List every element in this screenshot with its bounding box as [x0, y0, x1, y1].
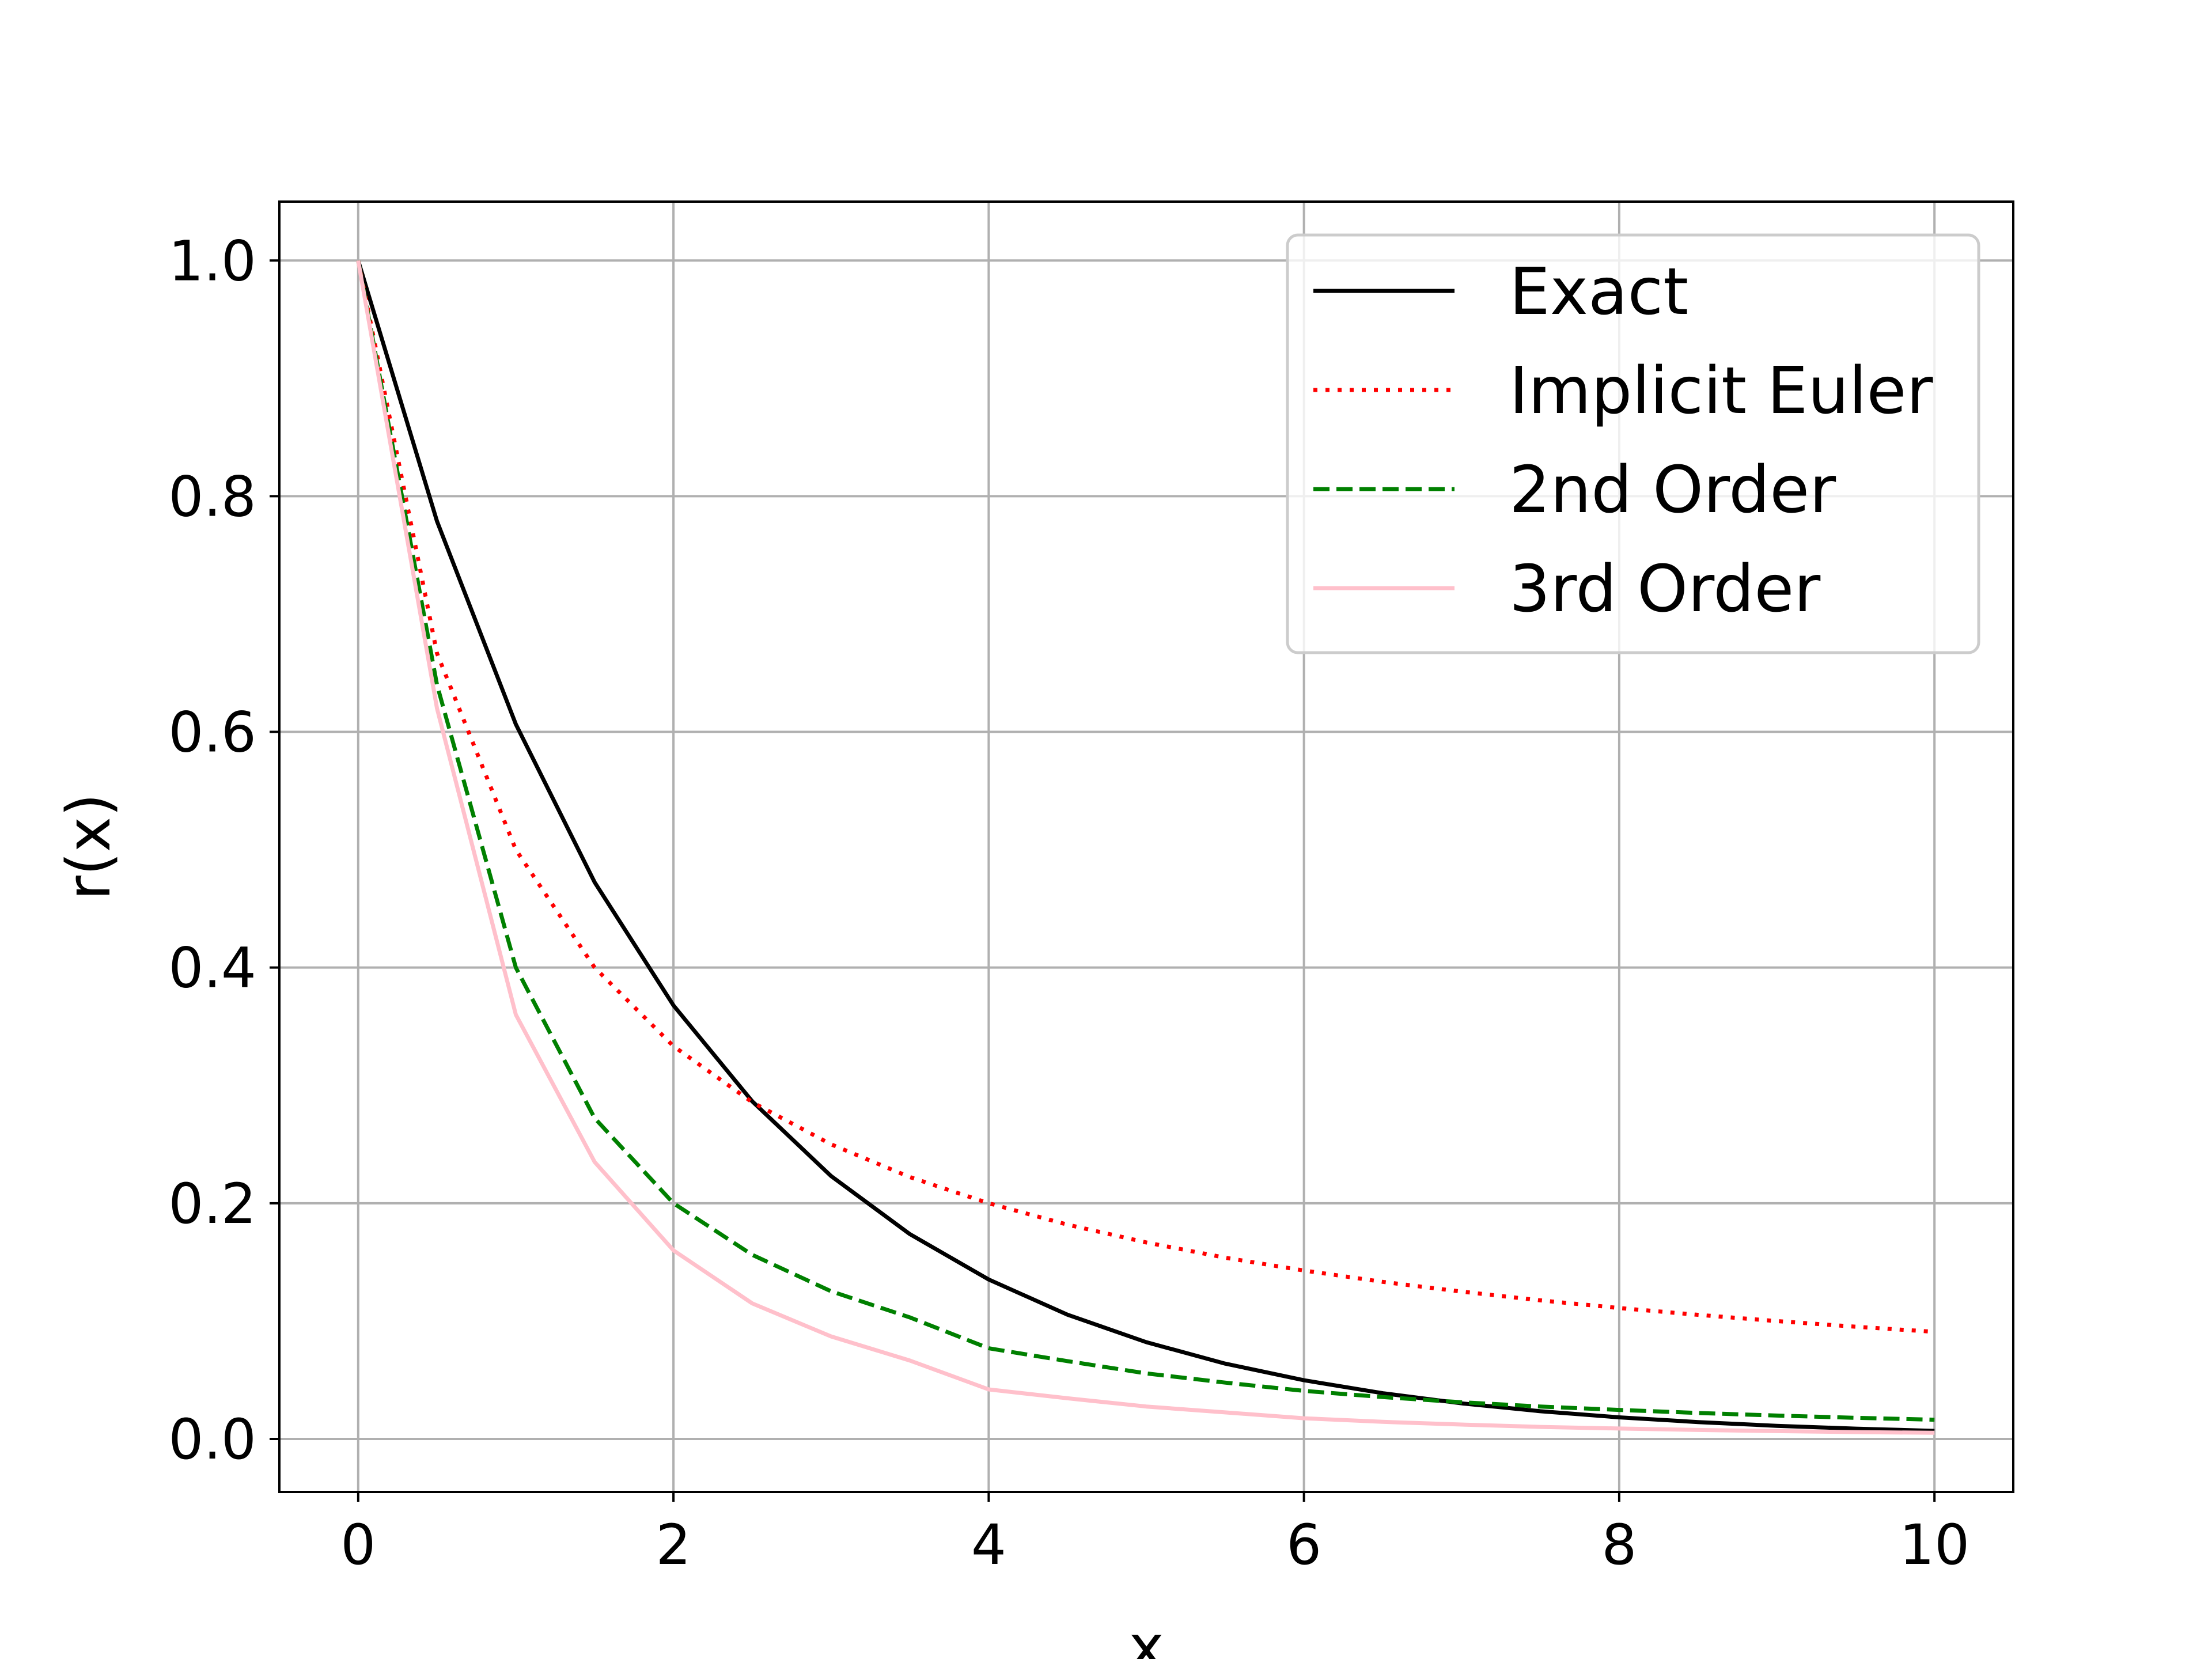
- plot-frame: [278, 200, 2014, 1493]
- x-axis-label: x: [1128, 1612, 1164, 1659]
- y-tick-label: 0.0: [168, 1407, 256, 1472]
- y-tick-label: 0.2: [168, 1172, 256, 1236]
- x-tick-label: 8: [1601, 1513, 1637, 1577]
- series-line-0: [356, 260, 1935, 1433]
- legend-label-1: Implicit Euler: [1509, 354, 1933, 429]
- legend-label-2: 2nd Order: [1509, 453, 1836, 528]
- series-line-3: [356, 260, 1935, 1435]
- series-group: [356, 260, 1935, 1435]
- series-line-1: [356, 260, 1935, 1334]
- ticks: 0 2 4 6 8 10 0.0 0.2 0.4 0.6 0.8 1.0: [168, 229, 1969, 1577]
- y-tick-label: 0.4: [168, 936, 256, 1001]
- y-tick-label: 0.8: [168, 464, 256, 529]
- y-tick-label: 1.0: [168, 229, 256, 293]
- y-tick-label: 0.6: [168, 700, 256, 765]
- x-tick-label: 4: [971, 1513, 1006, 1577]
- x-tick-label: 0: [340, 1513, 376, 1577]
- legend-frame: [1286, 233, 1980, 654]
- y-axis-label: r(x): [54, 793, 124, 900]
- legend-label-3: 3rd Order: [1509, 552, 1821, 627]
- x-tick-label: 6: [1286, 1513, 1321, 1577]
- series-line-2: [356, 260, 1935, 1422]
- x-tick-label: 2: [656, 1513, 691, 1577]
- x-tick-label: 10: [1899, 1513, 1969, 1577]
- legend-label-0: Exact: [1509, 255, 1688, 329]
- legend: Exact Implicit Euler 2nd Order 3rd Order: [1286, 233, 1980, 654]
